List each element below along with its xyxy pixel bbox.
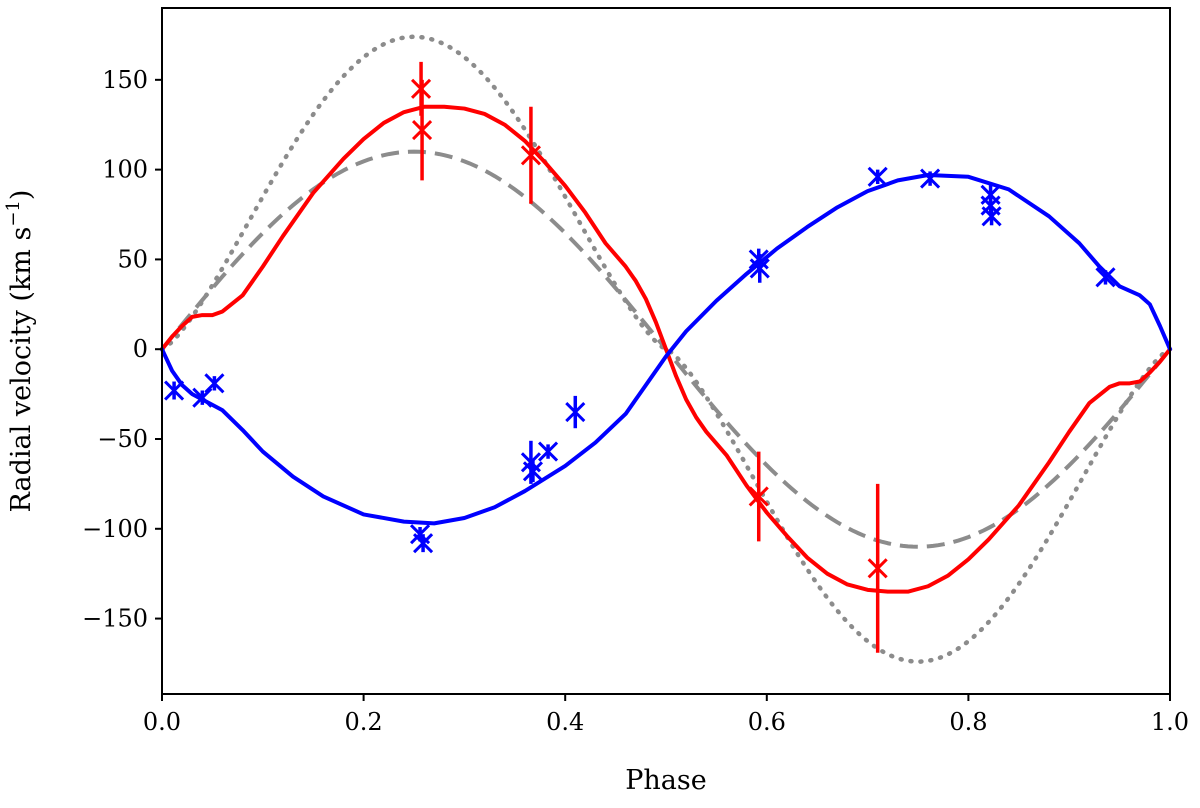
series-layer [159, 34, 1173, 664]
data-point [920, 168, 941, 189]
y-axis-title-superscript: −1 [3, 200, 24, 227]
data-point [565, 395, 586, 429]
y-tick-label: 50 [117, 245, 148, 273]
data-point [204, 373, 225, 394]
y-tick-label: 100 [102, 156, 148, 184]
y-axis-title-main: Radial velocity (km s [6, 227, 37, 513]
point-marker [538, 441, 559, 462]
data-point [520, 106, 541, 204]
point-marker [520, 145, 541, 166]
point-marker [192, 387, 213, 408]
data-point [538, 441, 559, 462]
point-marker [748, 486, 769, 507]
data-point [164, 380, 185, 401]
y-axis-title: Radial velocity (km s−1) [3, 190, 37, 513]
x-tick-label: 1.0 [1151, 708, 1189, 736]
point-marker [1095, 267, 1116, 288]
data-point [1095, 267, 1116, 288]
plot-frame [161, 7, 1171, 695]
data-point [192, 387, 213, 408]
y-axis-ticks: −150 −100 −50 0 50 100 150 [82, 66, 162, 633]
data-point [522, 460, 544, 483]
point-marker [522, 461, 544, 482]
y-tick-label: −150 [82, 605, 148, 633]
y-axis-title-close: ) [6, 190, 37, 201]
y-tick-label: 150 [102, 66, 148, 94]
point-marker [565, 401, 586, 423]
data-point [867, 166, 888, 187]
x-tick-label: 0.6 [748, 708, 786, 736]
point-marker [412, 120, 433, 141]
data-point [867, 483, 888, 653]
x-tick-label: 0.2 [345, 708, 383, 736]
y-tick-label: −50 [97, 425, 148, 453]
x-axis-ticks: 0.0 0.2 0.4 0.6 0.8 1.0 [143, 694, 1189, 736]
data-point [749, 254, 770, 283]
x-tick-label: 0.0 [143, 708, 181, 736]
point-marker [867, 558, 888, 579]
series-line-3 [159, 34, 1173, 664]
points-layer [164, 61, 1116, 653]
data-point [412, 79, 433, 181]
y-tick-label: −100 [82, 515, 148, 543]
series-line-1 [160, 173, 1172, 526]
point-marker [164, 380, 185, 401]
point-marker [981, 206, 1002, 227]
point-marker [204, 373, 225, 394]
data-point [748, 451, 769, 542]
data-point [981, 206, 1002, 227]
series-line-0 [160, 104, 1172, 594]
point-marker [413, 533, 434, 554]
point-marker [749, 258, 770, 279]
y-tick-label: 0 [133, 335, 148, 363]
data-point [413, 533, 434, 554]
x-axis-title: Phase [625, 765, 707, 796]
x-tick-label: 0.8 [949, 708, 987, 736]
x-tick-label: 0.4 [546, 708, 584, 736]
point-marker [867, 166, 888, 187]
point-marker [920, 168, 941, 189]
plot-area [159, 34, 1173, 664]
